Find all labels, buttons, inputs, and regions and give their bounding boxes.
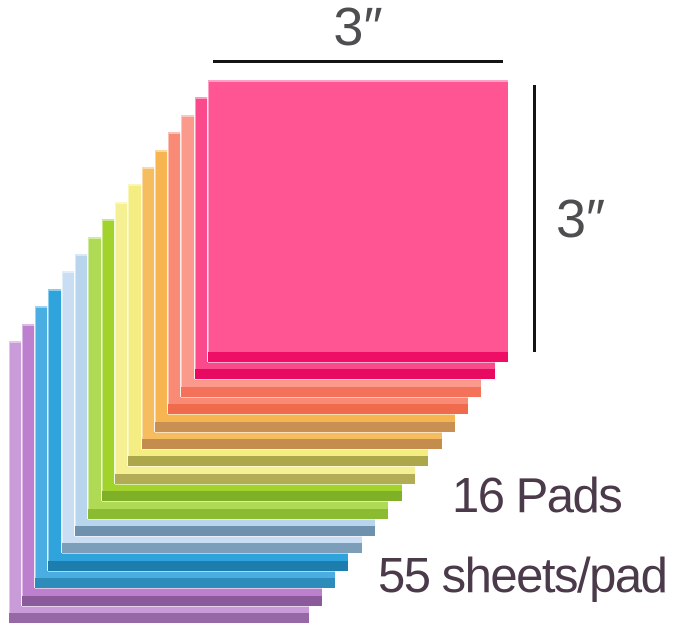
pad-edge [61,543,362,554]
pad-edge [194,369,495,380]
pad-edge [48,560,349,571]
pad-face [208,80,508,352]
pads-count-text: 16 Pads [452,469,623,523]
sheets-per-pad-text: 55 sheets/pad [378,549,668,603]
pad-edge [88,508,389,519]
pad-edge [21,595,322,606]
pad-hot-pink-front [208,80,508,362]
width-dimension-label: 3″ [333,0,383,57]
height-dimension-label: 3″ [556,189,606,249]
pad-edge [128,456,429,467]
pad-edge [181,386,482,397]
pad-edge [101,491,402,502]
pad-edge [154,421,455,432]
pad-edge [75,526,375,536]
height-dimension-line [533,85,536,352]
pad-edge [141,439,442,449]
width-dimension-line [213,60,503,63]
pad-edge [208,352,508,362]
pad-edge [8,613,309,623]
pad-edge [35,578,336,589]
pad-edge [168,404,469,415]
pad-edge [114,473,415,484]
